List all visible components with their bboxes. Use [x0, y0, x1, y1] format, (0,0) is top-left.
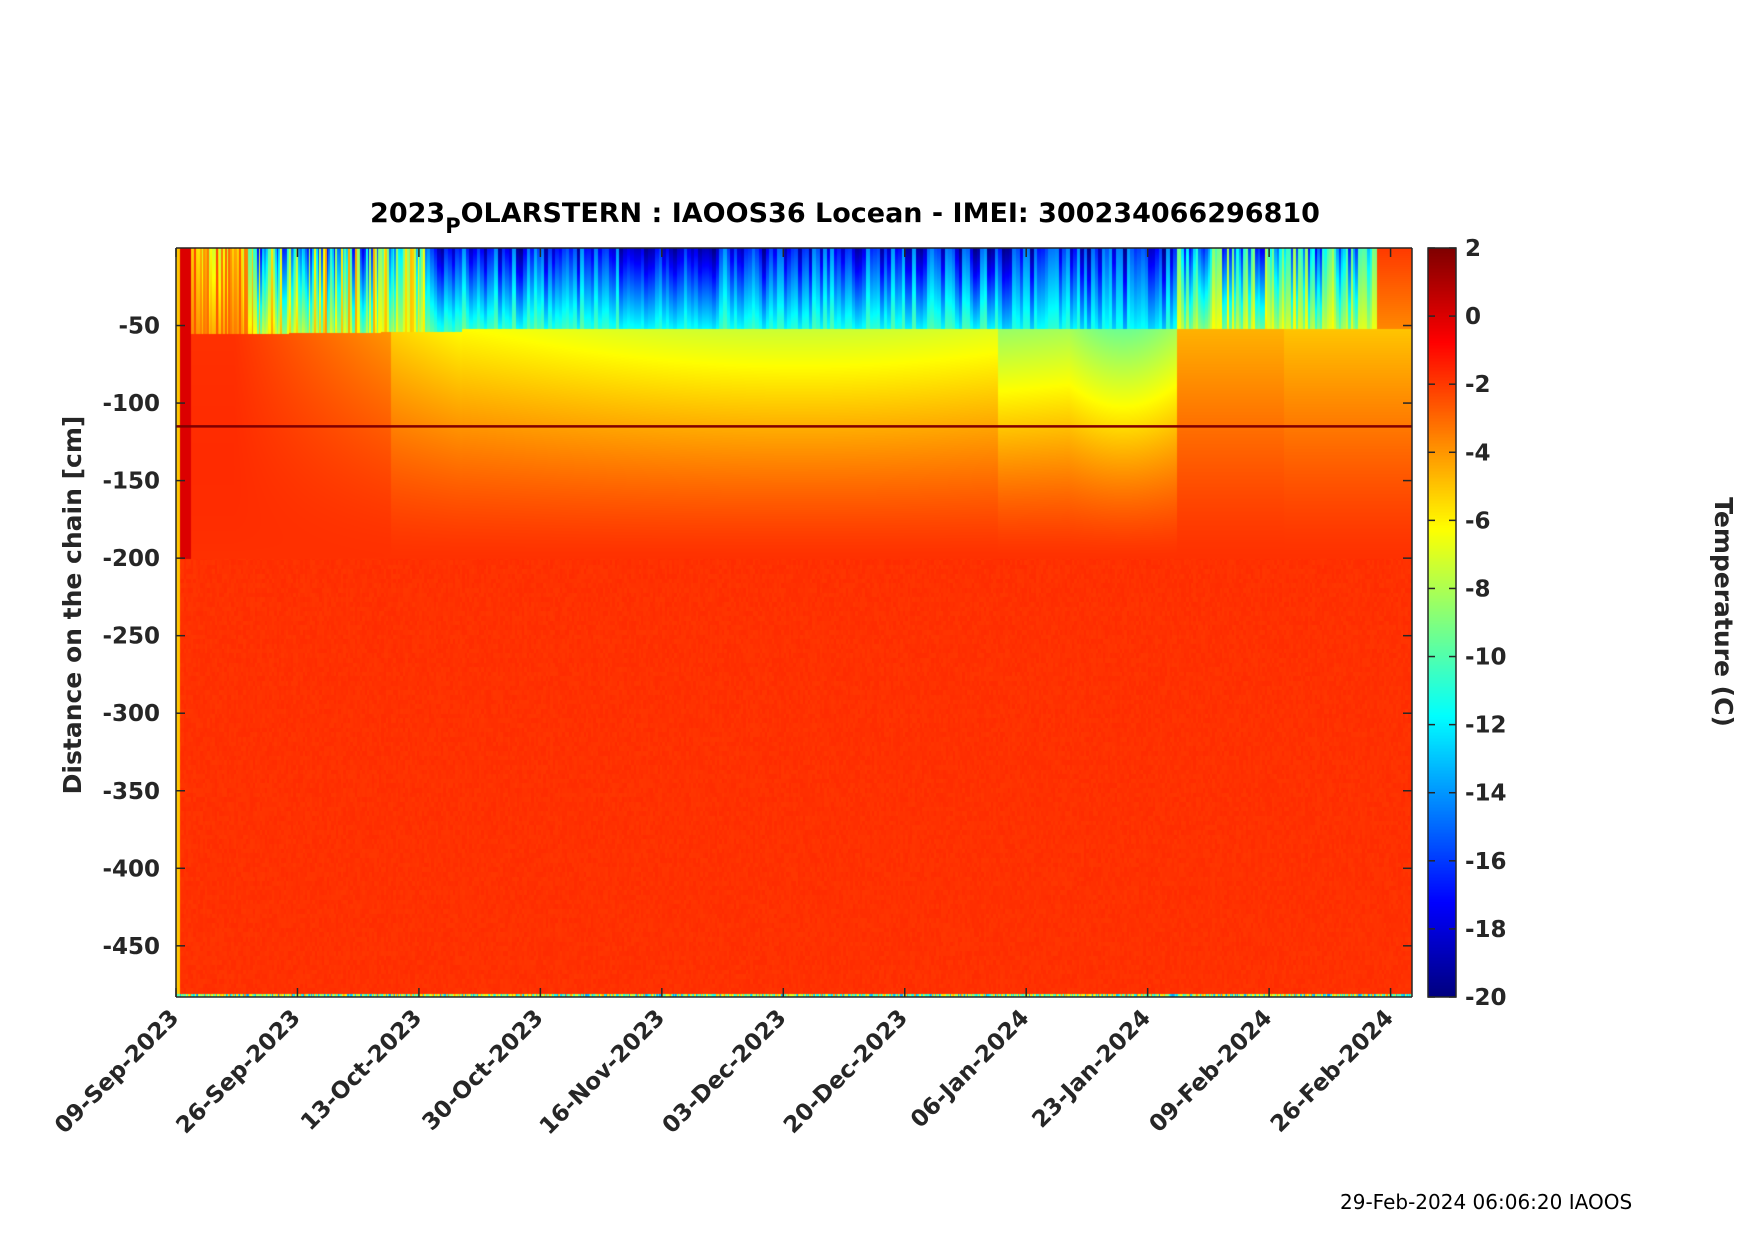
colorbar-tick-label: -8 — [1465, 576, 1491, 602]
y-tick-label: -100 — [102, 391, 160, 417]
colorbar-tick-label: 0 — [1465, 304, 1481, 330]
footer-timestamp: 29-Feb-2024 06:06:20 IAOOS — [1340, 1190, 1633, 1214]
y-tick-label: -350 — [102, 779, 160, 805]
x-tick-label: 16-Nov-2023 — [535, 1005, 670, 1140]
colorbar-tick-label: -18 — [1465, 917, 1507, 943]
y-tick-label: -50 — [118, 314, 160, 340]
y-axis-label: Distance on the chain [cm] — [58, 416, 87, 795]
colorbar-gradient — [1428, 248, 1456, 997]
y-axis: -50 -100 -150 -200 -250 -300 -350 -400 -450 — [102, 248, 1413, 997]
colorbar-frame — [1427, 247, 1457, 998]
y-tick-label: -450 — [102, 934, 160, 960]
colorbar: 2 0 -2 -4 -6 -8 -10 -12 -14 -16 -18 -20 — [1427, 236, 1507, 1011]
colorbar-tick-label: -12 — [1465, 713, 1507, 739]
chart-title: 2023POLARSTERN : IAOOS36 Locean - IMEI: … — [370, 198, 1320, 238]
x-tick-label: 13-Oct-2023 — [296, 1005, 427, 1136]
plot-area — [176, 248, 1412, 997]
colorbar-tick-label: -16 — [1465, 849, 1507, 875]
y-tick-label: -150 — [102, 469, 160, 495]
colorbar-tick-label: 2 — [1465, 236, 1481, 262]
y-tick-label: -200 — [102, 546, 160, 572]
x-tick-label: 09-Feb-2024 — [1144, 1005, 1277, 1138]
y-tick-label: -250 — [102, 624, 160, 650]
x-tick-label: 30-Oct-2023 — [418, 1005, 549, 1136]
y-tick-label: -400 — [102, 856, 160, 882]
y-tick-label: -300 — [102, 701, 160, 727]
colorbar-tick-label: -10 — [1465, 645, 1507, 671]
x-tick-label: 23-Jan-2024 — [1028, 1005, 1156, 1133]
heatmap-image — [176, 248, 1412, 997]
x-tick-label: 06-Jan-2024 — [906, 1005, 1034, 1133]
x-tick-label: 26-Feb-2024 — [1266, 1005, 1399, 1138]
colorbar-tick-label: -2 — [1465, 372, 1491, 398]
x-tick-label: 03-Dec-2023 — [658, 1005, 792, 1139]
x-tick-label: 09-Sep-2023 — [50, 1005, 184, 1139]
colorbar-tick-label: -14 — [1465, 781, 1507, 807]
colorbar-tick-label: -6 — [1465, 508, 1491, 534]
colorbar-label: Temperature (C) — [1709, 497, 1738, 727]
x-tick-label: 20-Dec-2023 — [779, 1005, 913, 1139]
colorbar-tick-label: -4 — [1465, 440, 1491, 466]
colorbar-tick-label: -20 — [1465, 985, 1507, 1011]
x-tick-label: 26-Sep-2023 — [172, 1005, 306, 1139]
